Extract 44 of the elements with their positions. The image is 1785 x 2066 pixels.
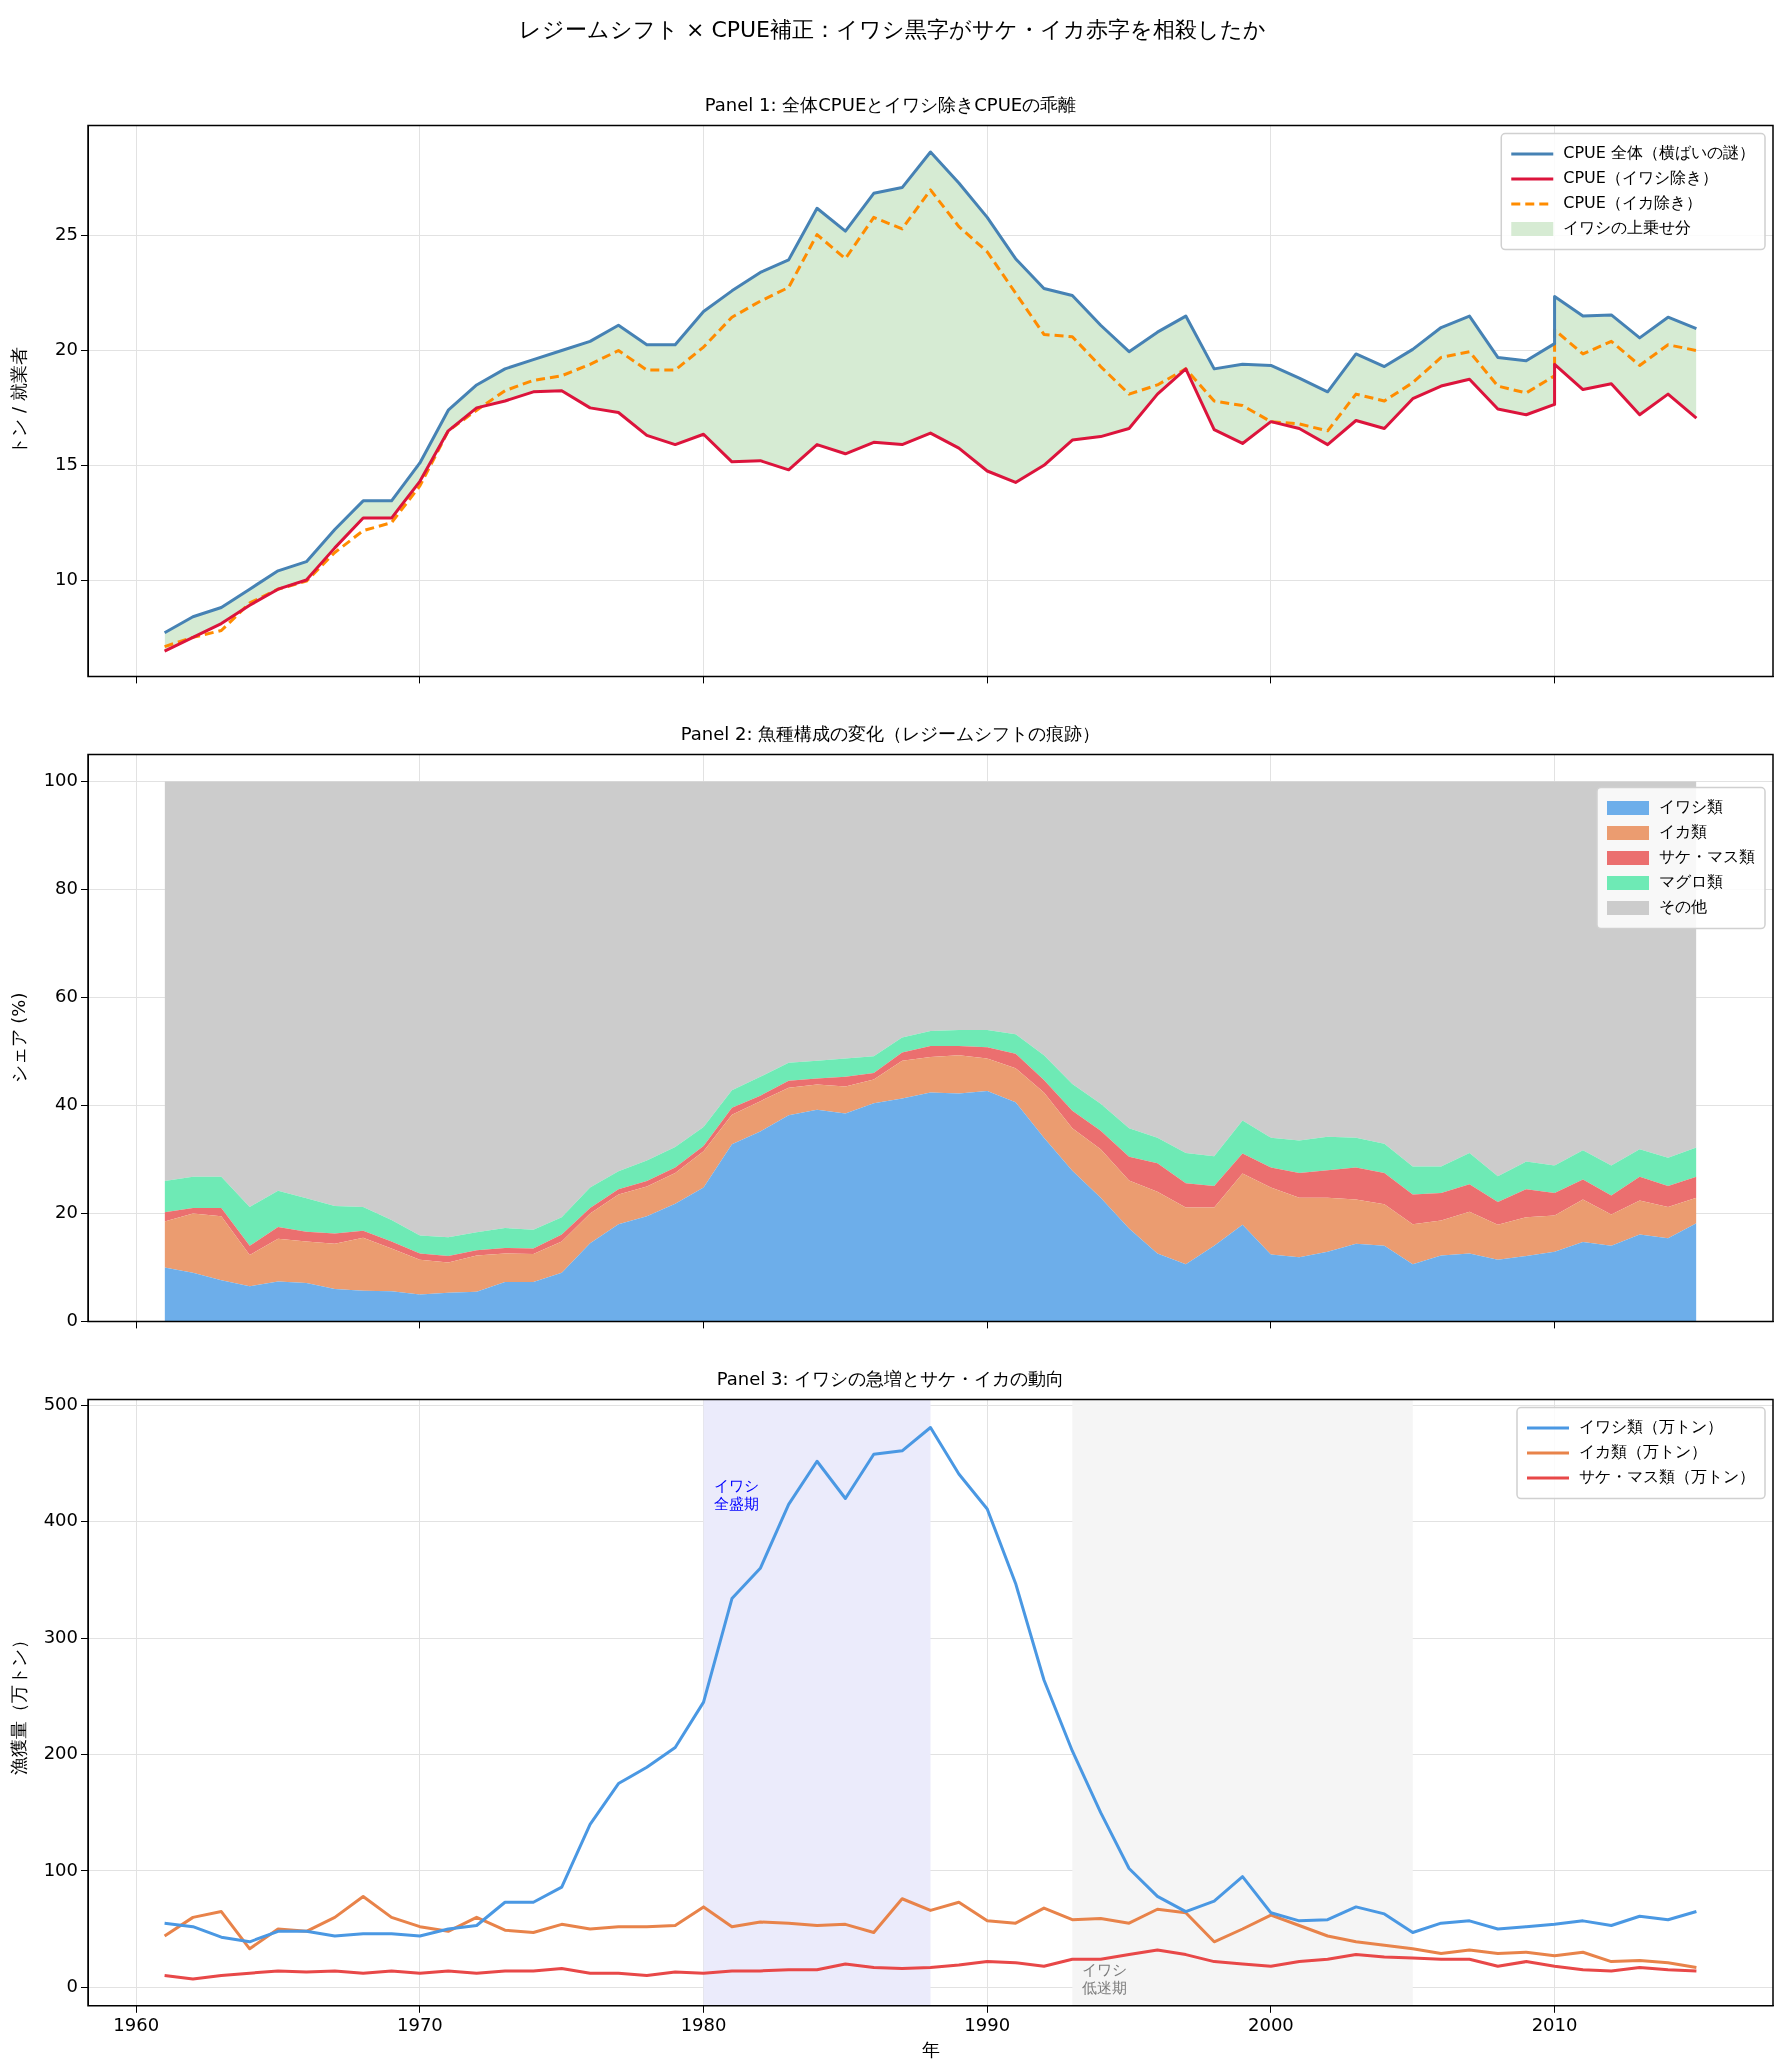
y-tick-label: 80 xyxy=(55,877,78,899)
legend-label: CPUE（イカ除き） xyxy=(1563,193,1702,213)
legend-label: サケ・マス類 xyxy=(1659,847,1755,867)
legend-label: イワシ類（万トン） xyxy=(1579,1417,1723,1437)
y-tick-label: 20 xyxy=(55,1201,78,1223)
y-axis-title: 漁獲量（万トン） xyxy=(8,1630,30,1775)
x-tick-label: 2010 xyxy=(1531,2014,1578,2036)
legend-label: イワシの上乗せ分 xyxy=(1563,218,1692,238)
x-tick-label: 1960 xyxy=(113,2014,160,2036)
y-tick-label: 40 xyxy=(55,1093,78,1115)
legend-label: マグロ類 xyxy=(1659,872,1723,892)
chart-title: Panel 3: イワシの急増とサケ・イカの動向 xyxy=(716,1368,1065,1390)
legend-label: その他 xyxy=(1659,897,1707,917)
x-tick-label: 2000 xyxy=(1248,2014,1294,2036)
band-label: イワシ全盛期 xyxy=(713,1476,759,1513)
x-axis-title: 年 xyxy=(921,2038,940,2060)
y-tick-label: 20 xyxy=(55,338,78,360)
y-tick-label: 100 xyxy=(43,1858,78,1880)
legend-label: イワシ類 xyxy=(1659,797,1723,817)
y-axis-title: トン / 就業者 xyxy=(8,347,30,455)
y-tick-label: 100 xyxy=(43,769,78,791)
chart-title: レジームシフト × CPUE補正：イワシ黒字がサケ・イカ赤字を相殺したか xyxy=(517,16,1268,44)
y-tick-label: 0 xyxy=(66,1309,78,1331)
chart-title: Panel 2: 魚種構成の変化（レジームシフトの痕跡） xyxy=(680,723,1101,745)
x-tick-label: 1970 xyxy=(396,2014,443,2036)
legend-label: イカ類（万トン） xyxy=(1579,1442,1707,1462)
y-tick-label: 400 xyxy=(43,1509,78,1531)
y-axis-title: シェア (%) xyxy=(8,992,30,1084)
y-tick-label: 10 xyxy=(55,567,78,589)
band-label: イワシ低迷期 xyxy=(1082,1961,1128,1998)
x-tick-label: 1980 xyxy=(680,2014,727,2036)
y-tick-label: 0 xyxy=(66,1974,78,1996)
legend-label: イカ類 xyxy=(1659,822,1707,842)
y-tick-label: 60 xyxy=(55,985,78,1007)
legend-label: サケ・マス類（万トン） xyxy=(1579,1467,1755,1487)
y-tick-label: 500 xyxy=(43,1393,78,1415)
y-tick-label: 300 xyxy=(43,1625,78,1647)
y-tick-label: 200 xyxy=(43,1742,78,1764)
y-tick-label: 25 xyxy=(55,223,78,245)
x-tick-label: 1990 xyxy=(964,2014,1011,2036)
legend-label: CPUE（イワシ除き） xyxy=(1563,168,1718,188)
y-tick-label: 15 xyxy=(55,452,78,474)
legend-label: CPUE 全体（横ばいの謎） xyxy=(1563,143,1756,163)
chart-subtitle: Panel 1: 全体CPUEとイワシ除きCPUEの乖離 xyxy=(704,94,1077,116)
